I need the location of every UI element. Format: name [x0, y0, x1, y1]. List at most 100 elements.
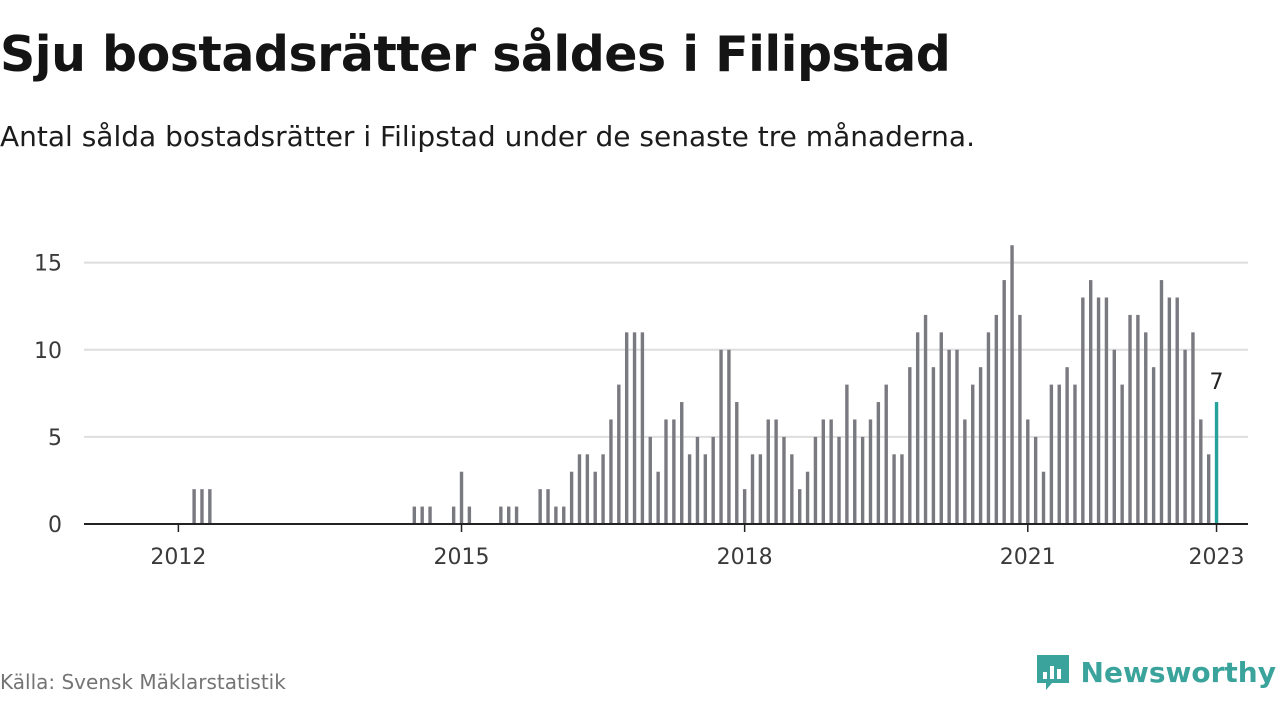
annotations: 7 [1210, 370, 1224, 395]
bar-2017-09 [711, 436, 715, 524]
bar-2015-02 [467, 506, 472, 524]
bar-2020-03 [947, 349, 951, 524]
bar-2015-12 [546, 489, 550, 524]
chart-title: Sju bostadsrätter såldes i Filipstad [0, 26, 951, 83]
bar-2022-05 [1151, 367, 1156, 524]
bar-2018-10 [813, 436, 818, 524]
chart-subtitle: Antal sålda bostadsrätter i Filipstad un… [0, 120, 975, 153]
bar-2014-12 [451, 506, 456, 524]
bar-2019-11 [915, 332, 920, 524]
bar-2012-03 [192, 489, 196, 524]
y-tick-label-5: 5 [48, 426, 62, 451]
bar-2016-03 [569, 471, 574, 524]
bar-2020-06 [971, 384, 975, 524]
bar-2017-08 [703, 454, 708, 524]
bar-2019-04 [860, 436, 865, 524]
bar-2020-12 [1018, 314, 1022, 524]
bar-2016-11 [632, 332, 637, 524]
source-note: Källa: Svensk Mäklarstatistik [0, 670, 286, 694]
bar-2017-04 [672, 419, 676, 524]
x-tick-label-2018: 2018 [717, 545, 773, 570]
brand-name: Newsworthy [1080, 655, 1276, 689]
bar-2016-09 [617, 384, 621, 524]
bar-2017-03 [664, 419, 668, 524]
bar-2020-10 [1002, 280, 1006, 524]
bar-2017-11 [727, 349, 731, 524]
newsworthy-brand[interactable]: Newsworthy [1034, 652, 1276, 692]
bar-2014-08 [420, 506, 424, 524]
bar-2022-06 [1159, 280, 1164, 524]
highlight-bar [1214, 402, 1219, 524]
bar-2018-06 [782, 436, 786, 524]
bar-2015-08 [514, 506, 519, 524]
bar-2014-09 [428, 506, 432, 524]
bar-2022-11 [1199, 419, 1203, 524]
bar-2018-01 [742, 489, 747, 524]
bar-2022-10 [1191, 332, 1195, 524]
bar-2022-01 [1120, 384, 1124, 524]
bar-2016-07 [601, 454, 605, 524]
bar-2020-04 [955, 349, 959, 524]
bar-2021-02 [1033, 436, 1038, 524]
bar-2017-07 [695, 436, 700, 524]
bar-2020-09 [994, 314, 999, 524]
bar-2020-07 [978, 367, 983, 524]
bar-2021-12 [1112, 349, 1116, 524]
bar-2015-11 [538, 489, 542, 524]
y-axis-labels: 0 5 10 15 [34, 252, 62, 538]
bar-2012-04 [200, 489, 204, 524]
bar-2019-02 [845, 384, 849, 524]
x-tick-label-2023: 2023 [1189, 545, 1245, 570]
bar-2017-02 [656, 471, 660, 524]
bar-2017-12 [735, 402, 739, 524]
bar-2020-01 [931, 367, 936, 524]
bar-2015-01 [459, 471, 464, 524]
bar-2020-05 [963, 419, 967, 524]
highlight-value-label: 7 [1210, 370, 1224, 395]
bar-2018-12 [829, 419, 833, 524]
bar-2019-08 [892, 454, 896, 524]
y-tick-label-10: 10 [34, 339, 62, 364]
bar-2016-05 [585, 454, 590, 524]
bar-2016-01 [554, 506, 558, 524]
y-tick-label-15: 15 [34, 252, 62, 277]
bar-2014-07 [412, 506, 417, 524]
bar-2022-07 [1167, 297, 1172, 524]
bar-2016-06 [593, 471, 597, 524]
x-tick-label-2021: 2021 [1000, 545, 1056, 570]
bar-2019-03 [853, 419, 857, 524]
bar-2019-09 [900, 454, 904, 524]
bar-2020-02 [939, 332, 943, 524]
bar-2021-04 [1049, 384, 1054, 524]
bar-2018-04 [766, 419, 770, 524]
bar-2021-06 [1065, 367, 1069, 524]
bars [192, 245, 1219, 524]
bar-2022-04 [1144, 332, 1148, 524]
bar-2022-12 [1206, 454, 1211, 524]
bar-2022-02 [1128, 314, 1132, 524]
newsworthy-logo-icon [1036, 655, 1069, 690]
bar-2012-05 [208, 489, 212, 524]
bar-2018-02 [750, 454, 755, 524]
bar-2022-08 [1175, 297, 1179, 524]
bar-2021-01 [1026, 419, 1030, 524]
bar-2018-07 [790, 454, 794, 524]
bar-2018-09 [805, 471, 810, 524]
bar-chart: 0 5 10 15 2012 2015 2018 2021 2023 7 [34, 245, 1248, 570]
bar-2018-03 [758, 454, 763, 524]
bar-2019-06 [876, 402, 881, 524]
bar-2018-11 [821, 419, 825, 524]
bar-2021-07 [1073, 384, 1077, 524]
bar-2016-02 [562, 506, 566, 524]
bar-2017-06 [687, 454, 692, 524]
bar-2019-07 [884, 384, 888, 524]
bar-2019-10 [908, 367, 912, 524]
bar-2019-01 [837, 436, 841, 524]
bar-2017-01 [648, 436, 652, 524]
bar-2021-09 [1089, 280, 1093, 524]
bar-2021-10 [1096, 297, 1101, 524]
bar-2019-12 [923, 314, 928, 524]
bar-2021-11 [1104, 297, 1109, 524]
bar-2018-08 [798, 489, 802, 524]
bar-2015-07 [507, 506, 511, 524]
